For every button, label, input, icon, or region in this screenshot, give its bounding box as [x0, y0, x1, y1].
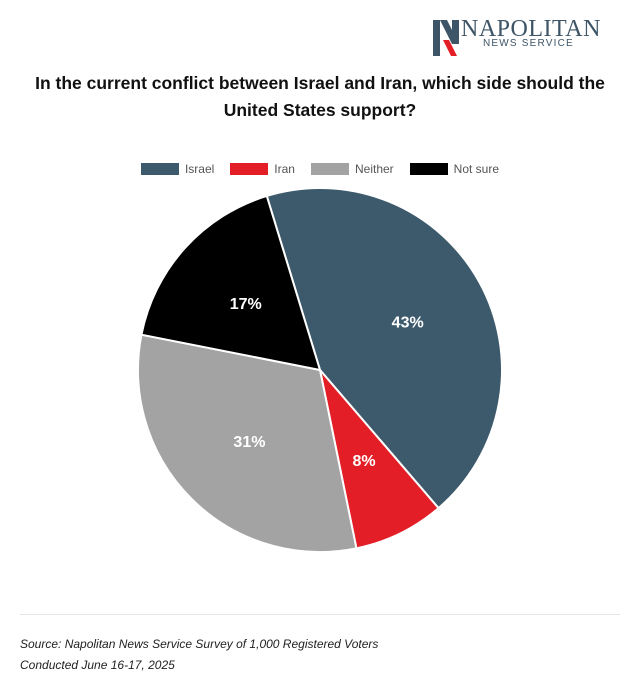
legend-swatch — [230, 163, 269, 175]
pie-slice-israel — [265, 187, 503, 510]
logo-mark-icon — [433, 20, 459, 56]
legend-label: Not sure — [453, 162, 500, 176]
legend-label: Iran — [274, 162, 295, 176]
slice-label-not-sure: 17% — [230, 296, 262, 313]
brand-logo: NAPOLITAN NEWS SERVICE — [431, 16, 601, 62]
pie-chart: 43% 8% 31% 17% — [137, 187, 503, 553]
conducted-line: Conducted June 16-17, 2025 — [20, 658, 175, 672]
slice-label-iran: 8% — [352, 453, 375, 470]
legend-item-not-sure: Not sure — [409, 162, 500, 176]
legend-item-neither: Neither — [310, 162, 394, 176]
slice-label-israel: 43% — [392, 315, 424, 332]
legend-swatch — [310, 163, 349, 175]
legend-label: Neither — [354, 162, 394, 176]
legend-label: Israel — [184, 162, 215, 176]
footer-divider — [20, 614, 620, 615]
pie-slice-neither — [137, 333, 358, 553]
source-note: Source: Napolitan News Service Survey of… — [20, 634, 378, 676]
brand-name: NAPOLITAN — [461, 16, 601, 42]
legend-swatch — [140, 163, 179, 175]
slice-label-neither: 31% — [233, 434, 265, 451]
legend-item-iran: Iran — [230, 162, 295, 176]
brand-subtitle: NEWS SERVICE — [483, 38, 574, 49]
chart-legend: Israel Iran Neither Not sure — [0, 162, 640, 176]
pie-slice-iran — [318, 366, 440, 550]
source-line: Source: Napolitan News Service Survey of… — [20, 637, 379, 651]
pie-slice-not-sure — [140, 194, 322, 372]
legend-item-israel: Israel — [140, 162, 215, 176]
legend-swatch — [409, 163, 448, 175]
chart-title: In the current conflict between Israel a… — [35, 73, 605, 120]
